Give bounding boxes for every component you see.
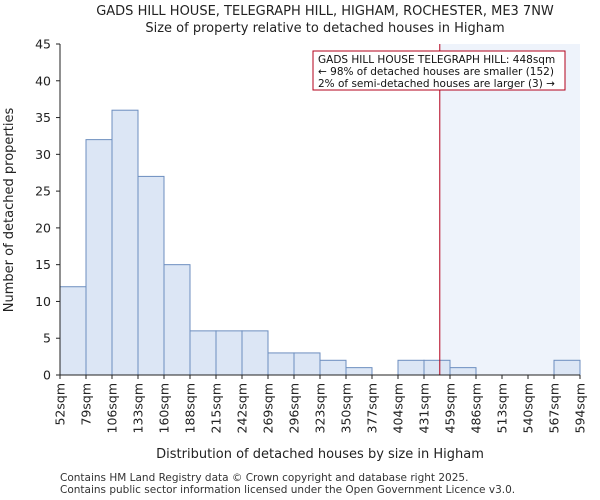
- bar-133sqm: [137, 175, 165, 376]
- bar-431sqm: [423, 359, 451, 376]
- y-tick-label: 25: [35, 184, 51, 199]
- bar-404sqm: [397, 359, 425, 376]
- bar-269sqm: [267, 352, 295, 376]
- annotation-line-2: ← 98% of detached houses are smaller (15…: [318, 66, 554, 78]
- bar-350sqm: [345, 367, 373, 376]
- y-tick-label: 10: [35, 294, 51, 309]
- x-tick-label: 404sqm: [391, 383, 406, 433]
- x-tick-label: 486sqm: [469, 383, 484, 433]
- bars: [59, 109, 581, 376]
- footer-line-1: Contains HM Land Registry data © Crown c…: [60, 472, 468, 484]
- x-ticks: 52sqm 79sqm 106sqm 133sqm 160sqm 188sqm 215sqm…: [53, 375, 588, 433]
- x-tick-label: 567sqm: [547, 383, 562, 433]
- y-axis-label: Number of detached properties: [2, 108, 17, 313]
- x-tick-label: 160sqm: [157, 383, 172, 433]
- y-ticks: 0 5 10 15 20 25 30 35 40 45: [35, 37, 60, 383]
- x-tick-label: 106sqm: [105, 383, 120, 433]
- y-tick-label: 45: [35, 37, 51, 52]
- plot-area: 0 5 10 15 20 25 30 35 40 45 52sqm 79sqm 106sqm 133sq…: [35, 37, 587, 434]
- chart-title: GADS HILL HOUSE, TELEGRAPH HILL, HIGHAM,…: [96, 4, 554, 19]
- annotation-frame: [312, 50, 566, 91]
- annotation-box: GADS HILL HOUSE TELEGRAPH HILL: 448sqm ←…: [312, 50, 566, 91]
- chart-subtitle: Size of property relative to detached ho…: [145, 21, 504, 36]
- x-tick-label: 377sqm: [365, 383, 380, 433]
- annotation-line-3: 2% of semi-detached houses are larger (3…: [318, 78, 555, 90]
- bar-160sqm: [163, 264, 191, 376]
- footer-line-2: Contains public sector information licen…: [60, 484, 515, 496]
- y-tick-label: 0: [43, 368, 51, 383]
- x-tick-label: 242sqm: [235, 383, 250, 433]
- bar-296sqm: [293, 352, 321, 376]
- annotation-line-1: GADS HILL HOUSE TELEGRAPH HILL: 448sqm: [318, 54, 555, 66]
- x-tick-label: 540sqm: [521, 383, 536, 433]
- x-tick-label: 296sqm: [287, 383, 302, 433]
- bar-323sqm: [319, 359, 347, 376]
- x-tick-label: 459sqm: [443, 383, 458, 433]
- bar-567sqm: [553, 359, 581, 376]
- y-tick-label: 35: [35, 110, 51, 125]
- bar-106sqm: [111, 109, 139, 376]
- y-tick-label: 20: [35, 220, 51, 235]
- y-tick-label: 30: [35, 147, 51, 162]
- x-tick-label: 513sqm: [495, 383, 510, 433]
- x-tick-label: 52sqm: [53, 383, 68, 426]
- bar-459sqm: [449, 367, 477, 376]
- x-tick-label: 431sqm: [417, 383, 432, 433]
- y-tick-label: 15: [35, 257, 51, 272]
- x-tick-label: 215sqm: [209, 383, 224, 433]
- y-tick-label: 5: [43, 331, 51, 346]
- x-tick-label: 323sqm: [313, 383, 328, 433]
- x-tick-label: 594sqm: [573, 383, 588, 433]
- x-tick-label: 350sqm: [339, 383, 354, 433]
- bar-215sqm: [215, 330, 243, 376]
- y-tick-label: 40: [35, 73, 51, 88]
- x-tick-label: 79sqm: [79, 383, 94, 426]
- highlight-region: [439, 44, 580, 375]
- x-tick-label: 133sqm: [131, 383, 146, 433]
- x-axis-label: Distribution of detached houses by size …: [156, 447, 484, 462]
- x-tick-label: 188sqm: [183, 383, 198, 433]
- bar-188sqm: [189, 330, 217, 376]
- x-tick-label: 269sqm: [261, 383, 276, 433]
- bar-242sqm: [241, 330, 269, 376]
- bar-52sqm: [59, 286, 87, 376]
- bar-79sqm: [85, 139, 113, 376]
